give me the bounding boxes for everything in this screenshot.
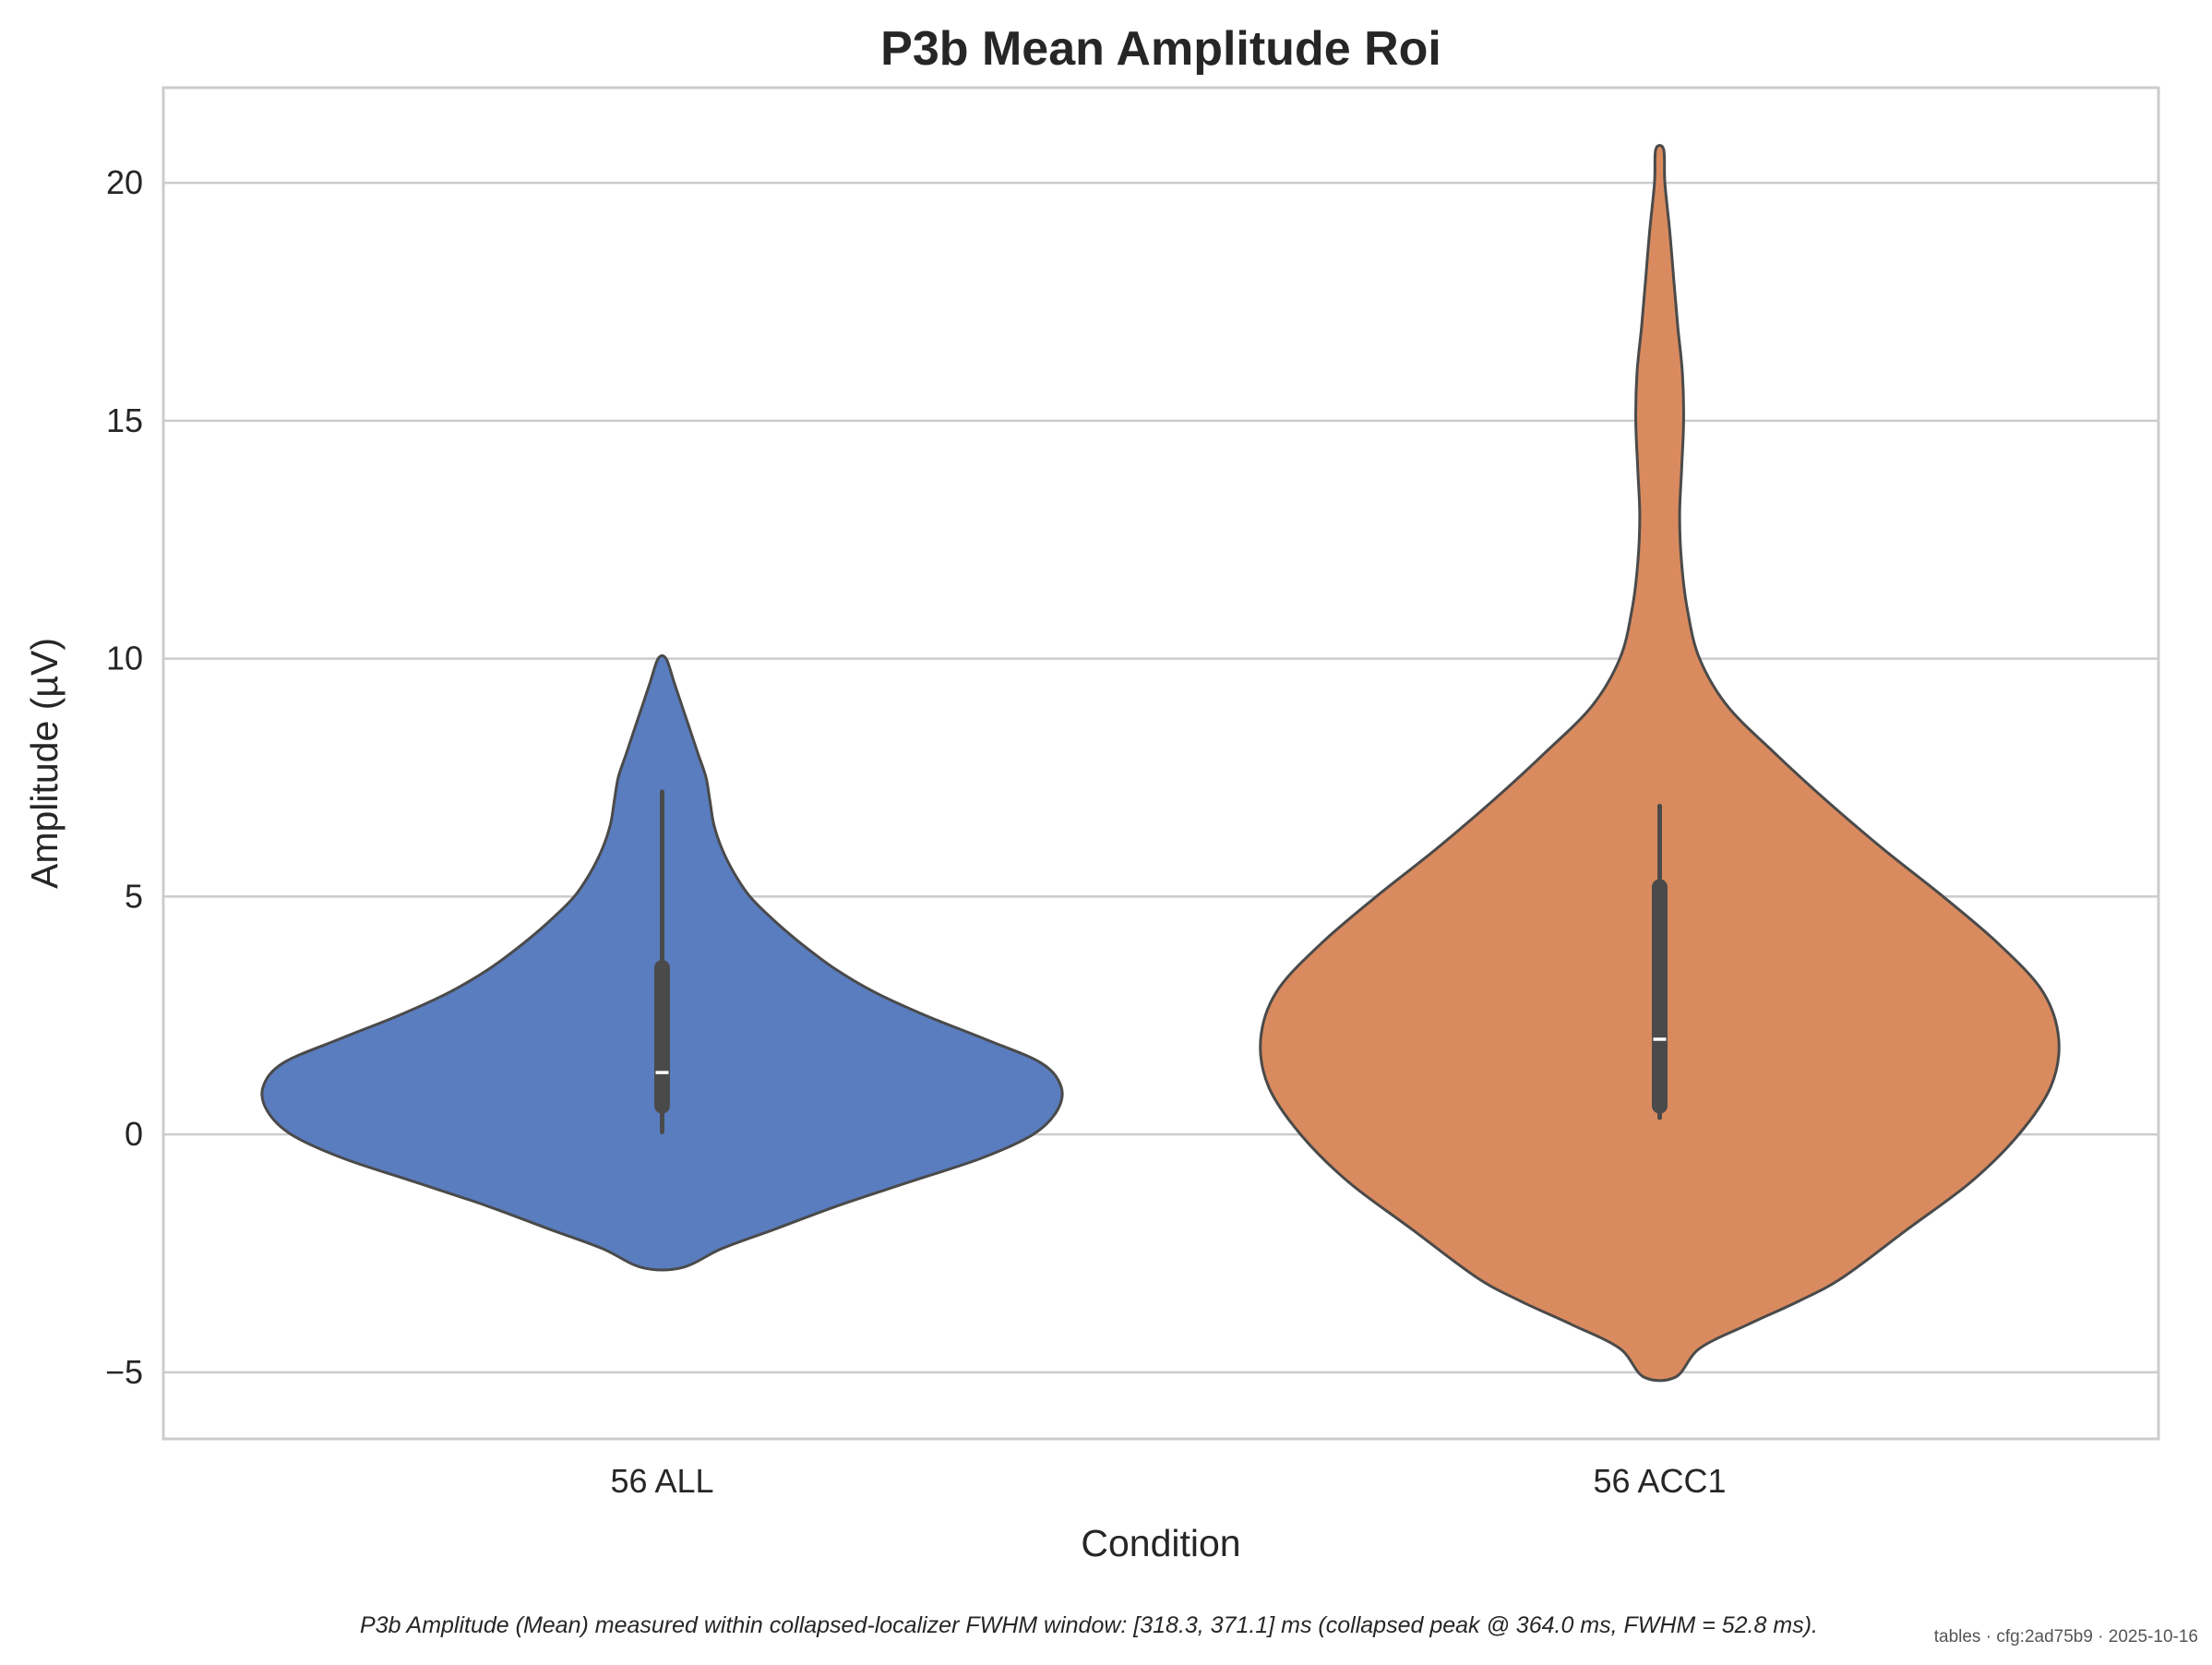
y-tick-label: 10 — [106, 640, 143, 677]
y-tick-labels: −5 0 5 10 15 20 — [105, 163, 143, 1391]
y-tick-label: 15 — [106, 401, 143, 439]
violin-body — [1259, 144, 2061, 1383]
y-tick-label: 20 — [106, 163, 143, 201]
x-tick-label: 56 ALL — [610, 1462, 713, 1500]
chart-caption: P3b Amplitude (Mean) measured within col… — [360, 1612, 1818, 1638]
x-axis-label: Condition — [1081, 1522, 1240, 1564]
violin-2 — [1259, 144, 2061, 1383]
y-tick-label: 5 — [125, 877, 143, 915]
x-tick-label: 56 ACC1 — [1593, 1462, 1726, 1500]
violins — [260, 144, 2061, 1383]
y-tick-label: 0 — [125, 1115, 143, 1153]
y-tick-label: −5 — [105, 1353, 143, 1391]
violin-1 — [260, 653, 1064, 1272]
chart-title: P3b Mean Amplitude Roi — [880, 22, 1441, 76]
plot-frame — [161, 86, 2160, 1441]
y-axis-label: Amplitude (µV) — [23, 638, 66, 889]
x-tick-labels: 56 ALL 56 ACC1 — [610, 1462, 1726, 1500]
footer-stamp: tables · cfg:2ad75b9 · 2025-10-16 — [1934, 1627, 2198, 1647]
